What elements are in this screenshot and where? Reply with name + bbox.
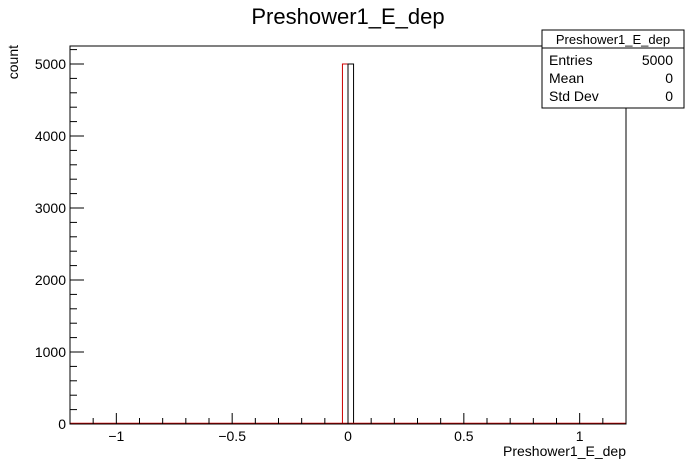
y-tick-label: 1000: [35, 344, 66, 360]
stats-mean-value: 0: [665, 70, 673, 86]
x-tick-label: 0.5: [454, 428, 474, 444]
y-tick-label: 2000: [35, 272, 66, 288]
x-tick-label: 0: [344, 428, 352, 444]
x-tick-label: 1: [576, 428, 584, 444]
y-axis-ticks: 0 1000 2000 3000 4000 5000: [35, 49, 84, 432]
y-tick-label: 3000: [35, 200, 66, 216]
x-axis-ticks: −1 −0.5 0 0.5 1: [69, 413, 627, 444]
stats-stddev-label: Std Dev: [549, 88, 599, 104]
histogram-bars: [341, 63, 355, 425]
y-axis-label: count: [5, 45, 21, 79]
stats-stddev-value: 0: [665, 88, 673, 104]
histogram-bar-0: [341, 63, 349, 425]
x-tick-label: −1: [108, 428, 124, 444]
chart-title: Preshower1_E_dep: [251, 4, 444, 29]
histogram-bar-1: [347, 63, 355, 425]
x-axis-label: Preshower1_E_dep: [503, 443, 626, 459]
stats-box-frame: [541, 29, 685, 109]
x-tick-label: −0.5: [218, 428, 246, 444]
y-tick-label: 4000: [35, 128, 66, 144]
stats-entries-label: Entries: [549, 52, 593, 68]
stats-entries-value: 5000: [642, 52, 673, 68]
stats-box-title: Preshower1_E_dep: [556, 32, 670, 47]
stats-box: Preshower1_E_dep Entries 5000 Mean 0 Std…: [541, 29, 685, 109]
y-tick-label: 5000: [35, 56, 66, 72]
y-tick-label: 0: [58, 416, 66, 432]
stats-mean-label: Mean: [549, 70, 584, 86]
